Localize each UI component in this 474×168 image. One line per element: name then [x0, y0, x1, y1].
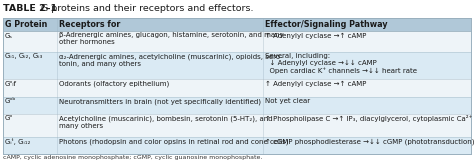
Text: Receptors for: Receptors for	[59, 20, 120, 29]
Text: Gᵢᵗ, Gᵢ₁₂: Gᵢᵗ, Gᵢ₁₂	[5, 138, 30, 145]
Text: Odorants (olfactory epithelium): Odorants (olfactory epithelium)	[59, 81, 169, 87]
Text: Acetylcholine (muscarinic), bombesin, serotonin (5-HT₂), and
many others: Acetylcholine (muscarinic), bombesin, se…	[59, 115, 273, 129]
Text: Gᵒₗf: Gᵒₗf	[5, 81, 17, 87]
Text: ↑ Adenylyl cyclase →↑ cAMP: ↑ Adenylyl cyclase →↑ cAMP	[265, 32, 366, 39]
Text: Gᵢ₁, Gᵢ₂, Gᵢ₃: Gᵢ₁, Gᵢ₂, Gᵢ₃	[5, 53, 42, 59]
Bar	[3, 52, 471, 79]
Text: ↑ Adenylyl cyclase →↑ cAMP: ↑ Adenylyl cyclase →↑ cAMP	[265, 81, 366, 87]
Bar	[3, 137, 471, 154]
Bar	[3, 97, 471, 114]
Text: Gᵒ: Gᵒ	[5, 115, 13, 121]
Text: ↑ cGMP phosphodiesterase →↓↓ cGMP (phototransduction): ↑ cGMP phosphodiesterase →↓↓ cGMP (photo…	[265, 138, 474, 145]
Text: α₂-Adrenergic amines, acetylcholine (muscarinic), opioids, sero-
tonin, and many: α₂-Adrenergic amines, acetylcholine (mus…	[59, 53, 283, 67]
Text: Not yet clear: Not yet clear	[265, 98, 310, 104]
Text: Effector/Signaling Pathway: Effector/Signaling Pathway	[265, 20, 387, 29]
Bar	[3, 114, 471, 137]
Text: Photons (rhodopsin and color opsins in retinal rod and cone cells): Photons (rhodopsin and color opsins in r…	[59, 138, 288, 145]
Bar	[3, 18, 471, 31]
Text: Neurotransmitters in brain (not yet specifically identified): Neurotransmitters in brain (not yet spec…	[59, 98, 261, 104]
Text: G proteins and their receptors and effectors.: G proteins and their receptors and effec…	[35, 4, 253, 13]
Text: TABLE 2–1: TABLE 2–1	[3, 4, 57, 13]
Bar	[3, 79, 471, 97]
Bar	[3, 31, 471, 52]
Text: ↑ Phospholipase C →↑ IP₃, diacylglycerol, cytoplasmic Ca²⁺: ↑ Phospholipase C →↑ IP₃, diacylglycerol…	[265, 115, 472, 122]
Text: Several, including:
  ↓ Adenylyl cyclase →↓↓ cAMP
  Open cardiac K⁺ channels →↓↓: Several, including: ↓ Adenylyl cyclase →…	[265, 53, 417, 74]
Text: Gᵒᵇ: Gᵒᵇ	[5, 98, 17, 104]
Text: β-Adrenergic amines, glucagon, histamine, serotonin, and many
other hormones: β-Adrenergic amines, glucagon, histamine…	[59, 32, 283, 46]
Text: cAMP, cyclic adenosine monophosphate; cGMP, cyclic guanosine monophosphate.: cAMP, cyclic adenosine monophosphate; cG…	[3, 156, 263, 160]
Text: G Protein: G Protein	[5, 20, 47, 29]
Text: Gₛ: Gₛ	[5, 32, 13, 38]
